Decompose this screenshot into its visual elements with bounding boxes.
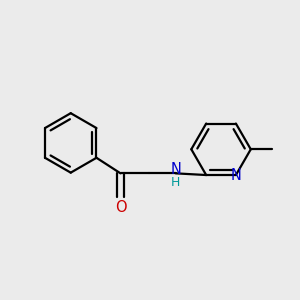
Text: N: N xyxy=(230,167,241,182)
Text: N: N xyxy=(170,163,181,178)
Text: H: H xyxy=(171,176,180,189)
Text: O: O xyxy=(115,200,126,215)
